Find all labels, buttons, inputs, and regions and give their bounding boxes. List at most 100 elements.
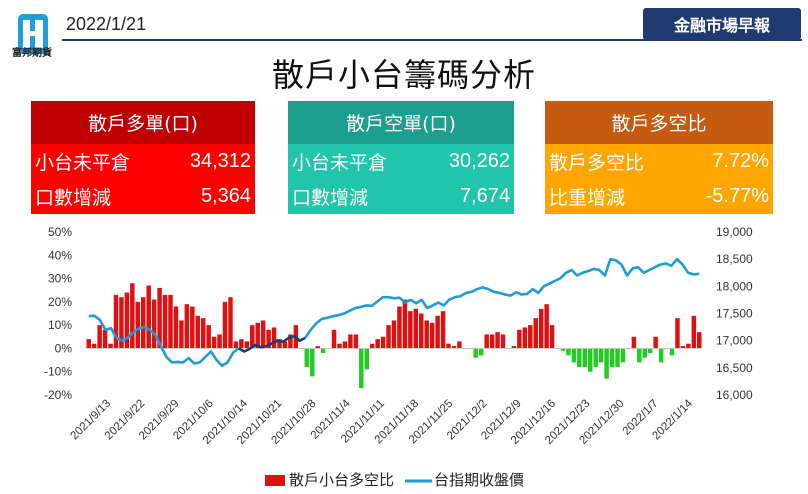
ratio-bar: [353, 334, 359, 349]
ratio-bar: [484, 334, 489, 349]
ratio-bar: [457, 341, 462, 349]
ratio-bar: [86, 339, 91, 349]
right-axis-tick-label: 18,500: [716, 252, 753, 266]
x-axis-tick-label: 2021/12/2: [445, 398, 490, 443]
x-axis-tick-label: 2021/9/13: [69, 398, 114, 443]
row-value: -5.77%: [705, 185, 769, 207]
x-axis-tick-label: 2021/10/14: [201, 397, 251, 447]
ratio-bar: [473, 348, 478, 358]
x-axis-tick-label: 2021/9/22: [103, 398, 148, 443]
ratio-bar: [642, 348, 647, 358]
ratio-bar: [462, 348, 468, 350]
ratio-bar: [664, 348, 669, 350]
ratio-bar: [686, 343, 691, 349]
long-position-panel: 散戶多單(口) 小台未平倉 34,312 口數增減 5,364: [31, 101, 255, 214]
ratio-bar: [528, 325, 533, 349]
ratio-bar: [337, 343, 342, 349]
ratio-bar: [288, 334, 293, 349]
ratio-bar: [697, 332, 702, 349]
x-axis-tick-label: 2021/10/21: [235, 398, 284, 447]
ratio-bar: [620, 348, 626, 363]
ratio-bar: [500, 334, 506, 349]
x-axis-tick-label: 2022/1/14: [650, 397, 695, 442]
ratio-bar: [359, 348, 364, 389]
x-axis-tick-label: 2021/12/30: [577, 398, 626, 447]
ratio-bar: [331, 329, 337, 349]
ratio-bar: [675, 318, 680, 349]
ratio-bar: [451, 346, 457, 349]
ratio-bar: [424, 320, 429, 349]
x-axis-tick-label: 2021/12/9: [479, 398, 524, 443]
index-line-segment: [237, 334, 306, 353]
x-axis-tick-label: 2021/11/4: [309, 397, 353, 441]
ratio-bar: [277, 339, 282, 349]
ratio-bar: [173, 306, 179, 349]
right-axis-tick-label: 19,000: [716, 225, 753, 239]
row-label: 口數增減: [35, 187, 112, 209]
ratio-bar: [217, 334, 222, 349]
ratio-bar: [609, 348, 615, 368]
ratio-bar: [250, 325, 255, 349]
row-value: 5,364: [200, 185, 251, 207]
right-axis-tick-label: 16,500: [716, 361, 753, 375]
ratio-bar: [397, 306, 402, 349]
ratio-bar: [626, 348, 631, 350]
legend-bar-label: 散戶小台多空比: [289, 472, 394, 489]
left-axis-tick-label: 30%: [48, 272, 72, 286]
panel-row: 口數增減 5,364: [31, 179, 255, 214]
page-title: 散戶小台籌碼分析: [271, 56, 536, 94]
ratio-bar: [522, 327, 528, 349]
ratio-bar: [315, 346, 320, 349]
row-value: 34,312: [189, 150, 251, 172]
report-date: 2022/1/21: [66, 14, 147, 34]
row-label: 散戶多空比: [549, 152, 645, 174]
ratio-bar: [211, 336, 217, 349]
x-axis-tick-label: 2021/12/23: [543, 398, 592, 447]
ratio-bar: [637, 348, 642, 363]
ratio-bar: [271, 327, 277, 349]
ratio-bar: [582, 348, 588, 368]
logo-text: 富邦期貨: [12, 48, 52, 59]
row-label: 口數增減: [292, 187, 369, 209]
ratio-bar: [680, 346, 686, 349]
panel-row: 散戶多空比 7.72%: [545, 144, 773, 179]
ratio-bar: [190, 306, 195, 349]
ratio-bar: [228, 297, 233, 349]
ratio-bar: [130, 283, 135, 349]
ratio-bar: [342, 341, 348, 349]
row-value: 7,674: [459, 185, 510, 207]
ratio-bar: [239, 339, 244, 349]
ratio-bar: [184, 304, 190, 349]
x-axis-tick-label: 2021/11/18: [373, 398, 422, 447]
index-line-segment: [304, 257, 700, 339]
ratio-bar: [310, 348, 315, 377]
ratio-bar: [195, 315, 200, 349]
ratio-bar: [244, 341, 250, 349]
ratio-bar: [571, 348, 577, 363]
left-axis-tick-label: 50%: [48, 225, 72, 239]
ratio-bar: [386, 325, 391, 349]
ratio-bar: [511, 346, 517, 349]
ratio-bar: [380, 336, 386, 349]
ratio-bar: [364, 348, 369, 370]
ratio-bar: [282, 341, 288, 349]
left-axis-tick-label: -10%: [44, 365, 72, 379]
panel-title: 散戶多單(口): [31, 101, 255, 144]
ratio-bar: [669, 348, 675, 356]
ratio-bar: [615, 348, 620, 368]
row-value: 30,262: [448, 150, 510, 172]
legend-bar-swatch: [265, 475, 285, 486]
ratio-bar: [102, 329, 108, 349]
row-label: 小台未平倉: [35, 152, 131, 174]
ratio-bar: [304, 348, 310, 368]
ratio-bar: [533, 318, 538, 349]
ratio-bar: [108, 343, 113, 349]
panel-row: 比重增減 -5.77%: [545, 179, 773, 214]
ratio-bar: [141, 297, 146, 349]
ratio-bar: [369, 343, 375, 349]
panel-row: 口數增減 7,674: [288, 179, 514, 214]
x-axis-tick-label: 2021/11/25: [407, 398, 456, 447]
ratio-bar: [206, 325, 211, 349]
ratio-bar: [489, 334, 495, 349]
ratio-bar: [495, 332, 500, 349]
